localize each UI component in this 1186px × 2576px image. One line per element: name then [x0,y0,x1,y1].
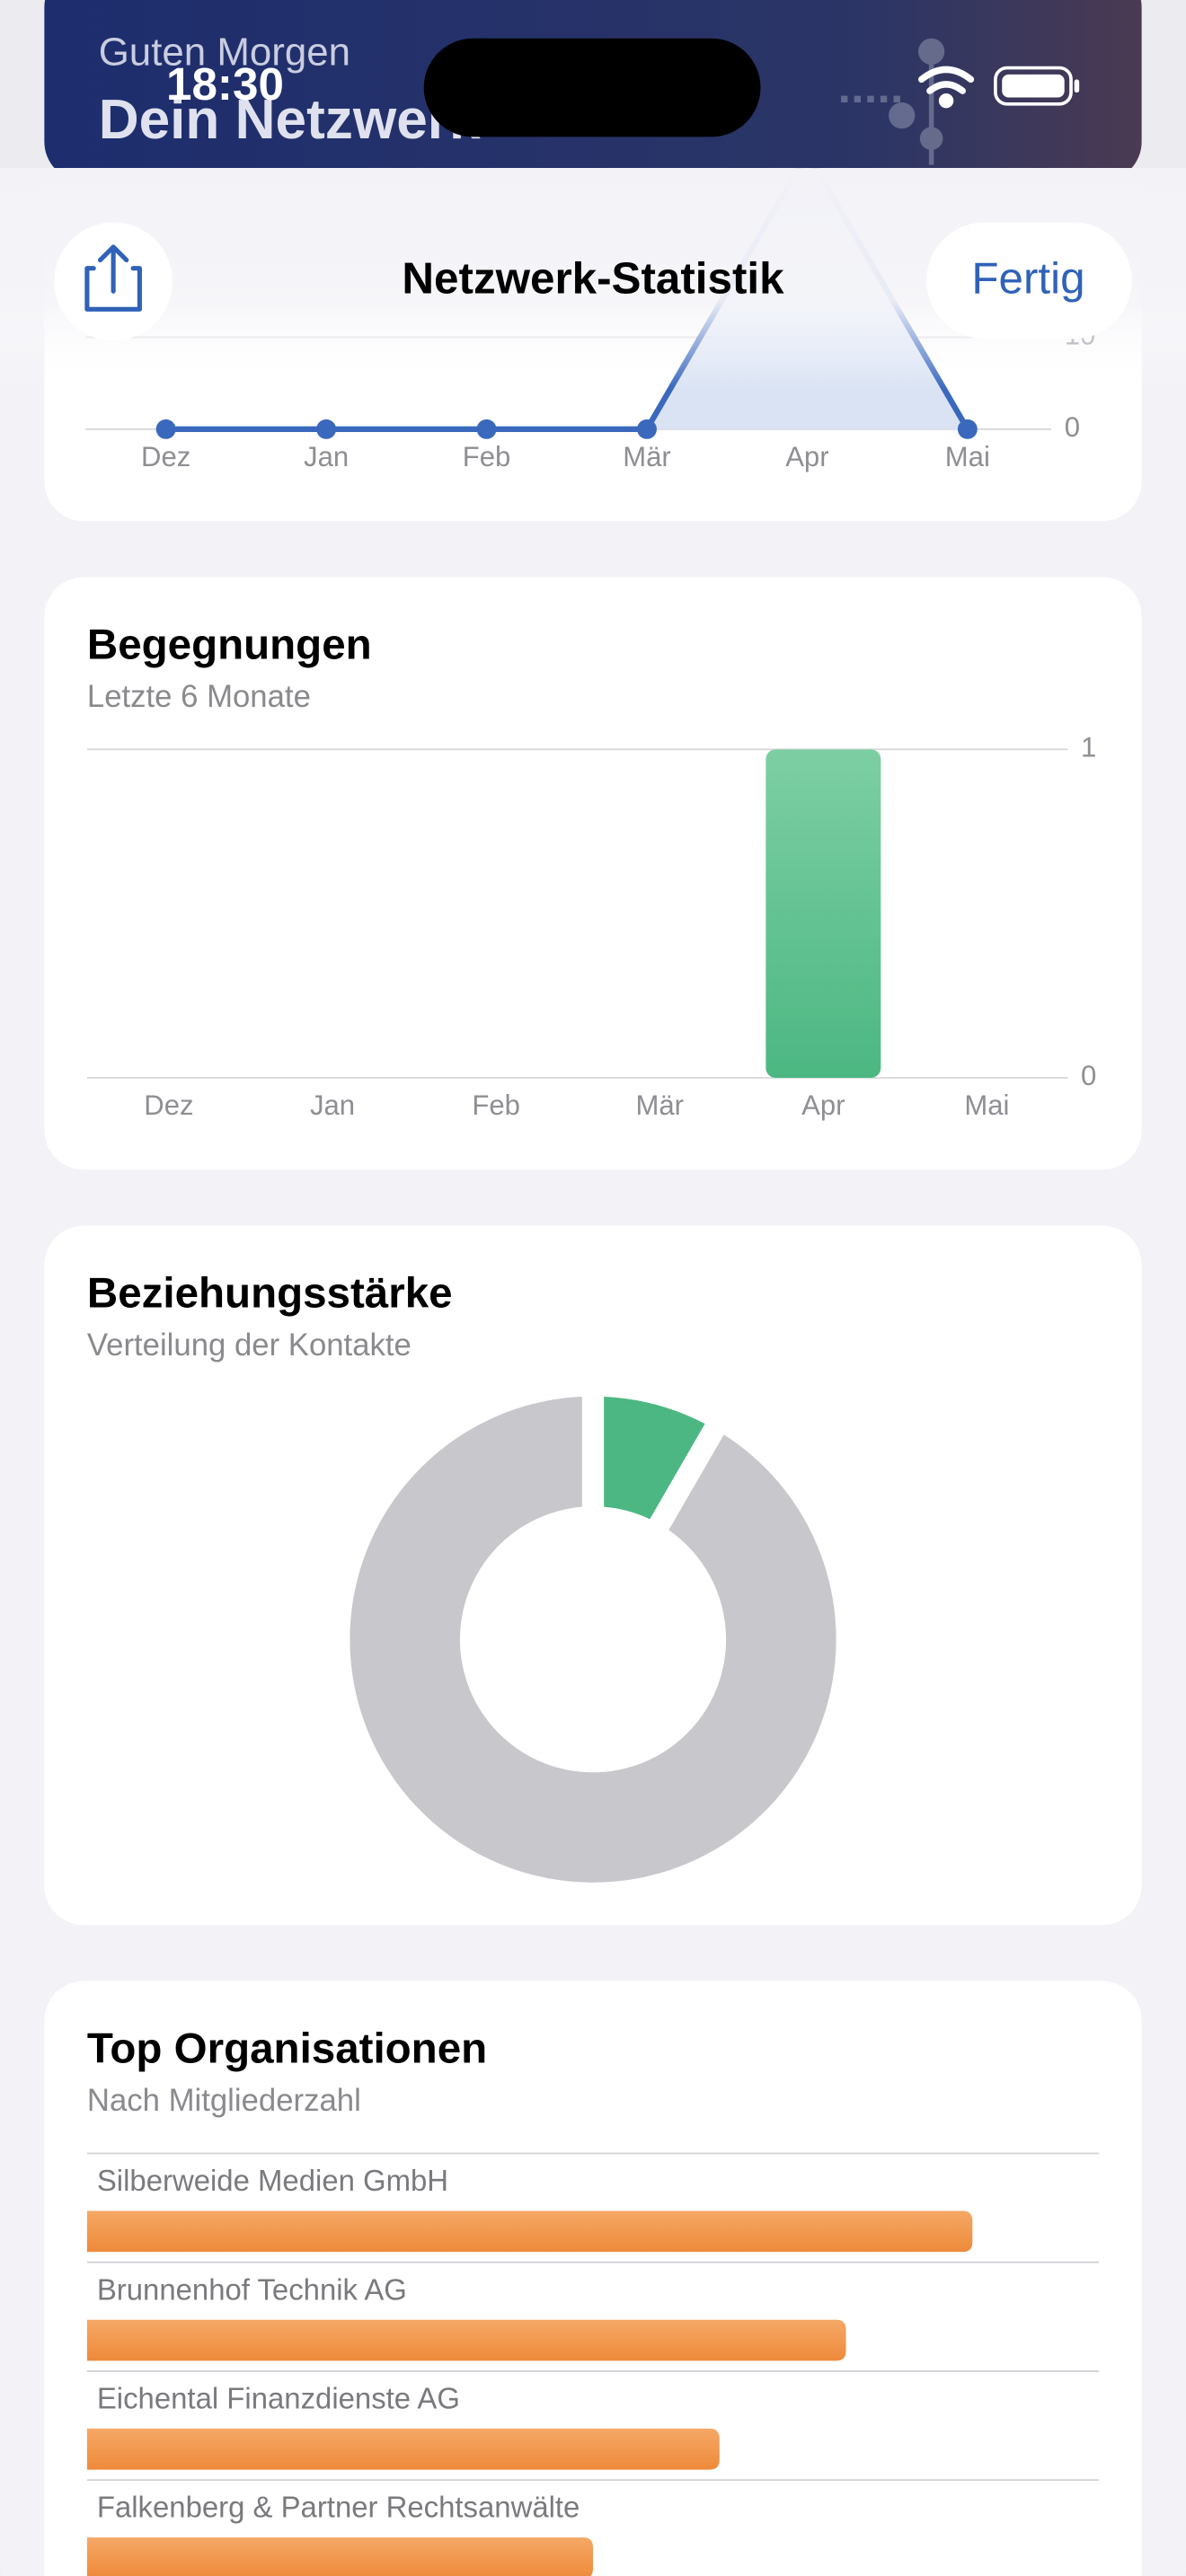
donut-chart: Beziehungsstärke Verteilung der Kontakte [87,1270,836,1883]
y-tick-label: 0 [1081,1060,1096,1091]
bar [86,2428,720,2470]
card-subtitle: Verteilung der Kontakte [87,1328,412,1363]
bar [86,2319,846,2361]
dynamic-island [423,38,761,137]
row-label: Eichental Finanzdienste AG [97,2382,460,2415]
share-button[interactable] [54,222,173,341]
point [155,419,176,439]
bar [766,749,881,1078]
bar-list: Top Organisationen Nach Mitgliederzahl Sil… [86,2025,1100,2576]
point [316,419,337,439]
x-tick-label: Jan [304,441,349,472]
point [636,419,657,439]
row-label: Brunnenhof Technik AG [97,2272,407,2306]
card [44,1225,1142,1926]
y-tick-label: 1 [1081,732,1096,763]
x-tick-label: Apr [801,1090,845,1121]
card-title: Top Organisationen [87,2025,487,2073]
x-tick-label: Jan [310,1090,355,1121]
card-title: Begegnungen [87,622,372,669]
x-tick-label: Feb [463,441,511,472]
x-tick-label: Apr [785,441,828,472]
done-label[interactable]: Fertig [971,253,1084,303]
donut-segment [604,1396,705,1520]
bar [86,2210,973,2253]
donut-segment [350,1396,836,1883]
battery-icon [994,66,1080,106]
x-tick-label: Mär [635,1090,684,1121]
card-subtitle: Nach Mitgliederzahl [87,2084,361,2118]
greeting: Guten Morgen [99,31,350,75]
background-title: Dein Netzwerk [99,89,481,151]
x-tick-label: Dez [141,441,190,472]
status-time: 18:30 [166,58,284,110]
x-tick-label: Mai [945,441,990,472]
x-tick-label: Dez [144,1090,193,1121]
bar-chart: Begegnungen Letzte 6 Monate 0 1 Dez Jan Feb Mär… [87,622,1096,1122]
card-subtitle: Letzte 6 Monate [87,680,311,714]
x-tick-label: Mär [623,441,671,472]
bar [86,2537,593,2576]
sheet-title: Netzwerk-Statistik [402,253,784,303]
network-graphic [841,38,945,165]
card [44,1981,1142,2576]
point [476,419,497,439]
card-title: Beziehungsstärke [87,1270,453,1318]
point [957,419,978,439]
x-tick-label: Mai [964,1090,1009,1121]
row-label: Silberweide Medien GmbH [97,2164,448,2197]
row-label: Falkenberg & Partner Rechtsanwälte [97,2491,580,2524]
done-button[interactable]: Fertig [926,222,1132,340]
y-tick-label: 0 [1065,411,1080,443]
x-tick-label: Feb [472,1090,520,1121]
wifi-icon [917,66,975,109]
